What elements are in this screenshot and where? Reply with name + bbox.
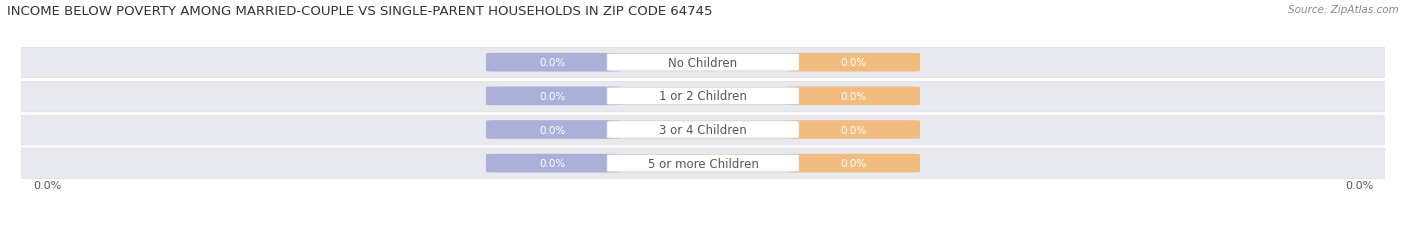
Text: INCOME BELOW POVERTY AMONG MARRIED-COUPLE VS SINGLE-PARENT HOUSEHOLDS IN ZIP COD: INCOME BELOW POVERTY AMONG MARRIED-COUPL… (7, 5, 713, 18)
FancyBboxPatch shape (607, 121, 799, 139)
FancyBboxPatch shape (486, 121, 620, 139)
Text: 0.0%: 0.0% (839, 125, 866, 135)
Text: 5 or more Children: 5 or more Children (648, 157, 758, 170)
FancyBboxPatch shape (786, 87, 920, 106)
FancyBboxPatch shape (786, 154, 920, 173)
Text: 0.0%: 0.0% (1344, 180, 1374, 190)
Text: 3 or 4 Children: 3 or 4 Children (659, 123, 747, 137)
Text: 0.0%: 0.0% (540, 158, 567, 168)
Text: Source: ZipAtlas.com: Source: ZipAtlas.com (1288, 5, 1399, 15)
FancyBboxPatch shape (786, 121, 920, 139)
FancyBboxPatch shape (486, 87, 620, 106)
Text: 0.0%: 0.0% (839, 58, 866, 68)
Text: 0.0%: 0.0% (839, 91, 866, 101)
Text: 0.0%: 0.0% (32, 180, 62, 190)
FancyBboxPatch shape (786, 54, 920, 72)
Text: 0.0%: 0.0% (540, 91, 567, 101)
Text: 0.0%: 0.0% (839, 158, 866, 168)
FancyBboxPatch shape (607, 155, 799, 172)
Text: 0.0%: 0.0% (540, 58, 567, 68)
FancyBboxPatch shape (486, 154, 620, 173)
FancyBboxPatch shape (607, 88, 799, 105)
Text: 0.0%: 0.0% (540, 125, 567, 135)
Bar (21, 48, 1385, 78)
Text: 1 or 2 Children: 1 or 2 Children (659, 90, 747, 103)
Bar (21, 82, 1385, 111)
FancyBboxPatch shape (486, 54, 620, 72)
FancyBboxPatch shape (607, 54, 799, 72)
Bar (21, 149, 1385, 178)
Bar (21, 115, 1385, 145)
Text: No Children: No Children (668, 56, 738, 70)
